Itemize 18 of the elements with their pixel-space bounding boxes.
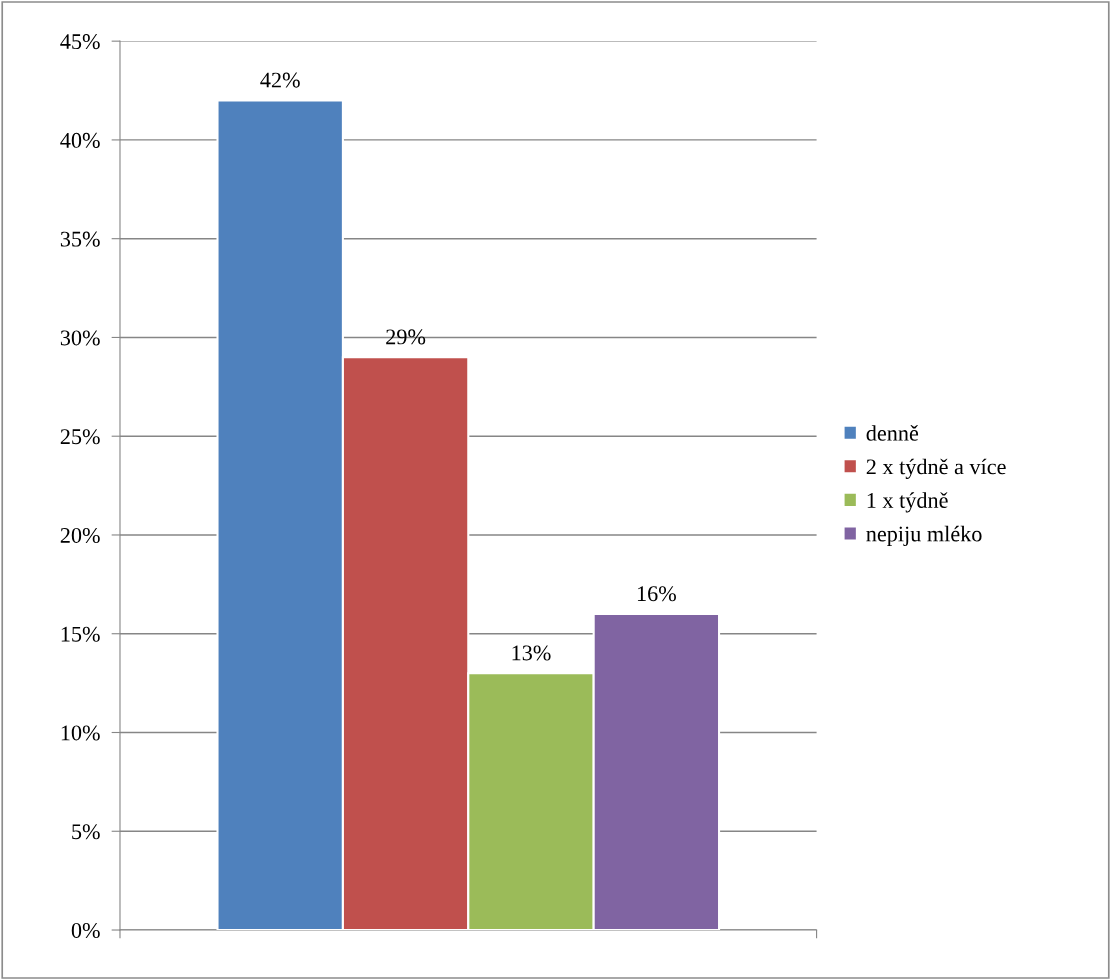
y-tick-label: 35% [60,231,100,247]
data-label: 42% [260,72,300,88]
y-tick-label: 5% [72,824,100,840]
data-label: 16% [637,586,676,602]
y-tick-label: 20% [60,527,100,543]
legend-label: 2 x týdně a více [866,458,1006,479]
y-tick-label: 45% [60,34,100,50]
legend-label: denně [866,425,919,441]
y-tick-label: 0% [71,922,100,939]
data-label: 13% [512,645,551,661]
y-tick-label: 25% [60,429,100,445]
data-label: 29% [386,329,426,345]
legend-label: nepiju mléko [866,525,982,547]
y-tick-label: 15% [61,626,100,642]
y-tick-label: 30% [60,330,100,346]
y-tick-label: 10% [61,725,100,741]
legend-label: 1 x týdně [867,492,948,513]
y-tick-label: 40% [60,132,100,148]
